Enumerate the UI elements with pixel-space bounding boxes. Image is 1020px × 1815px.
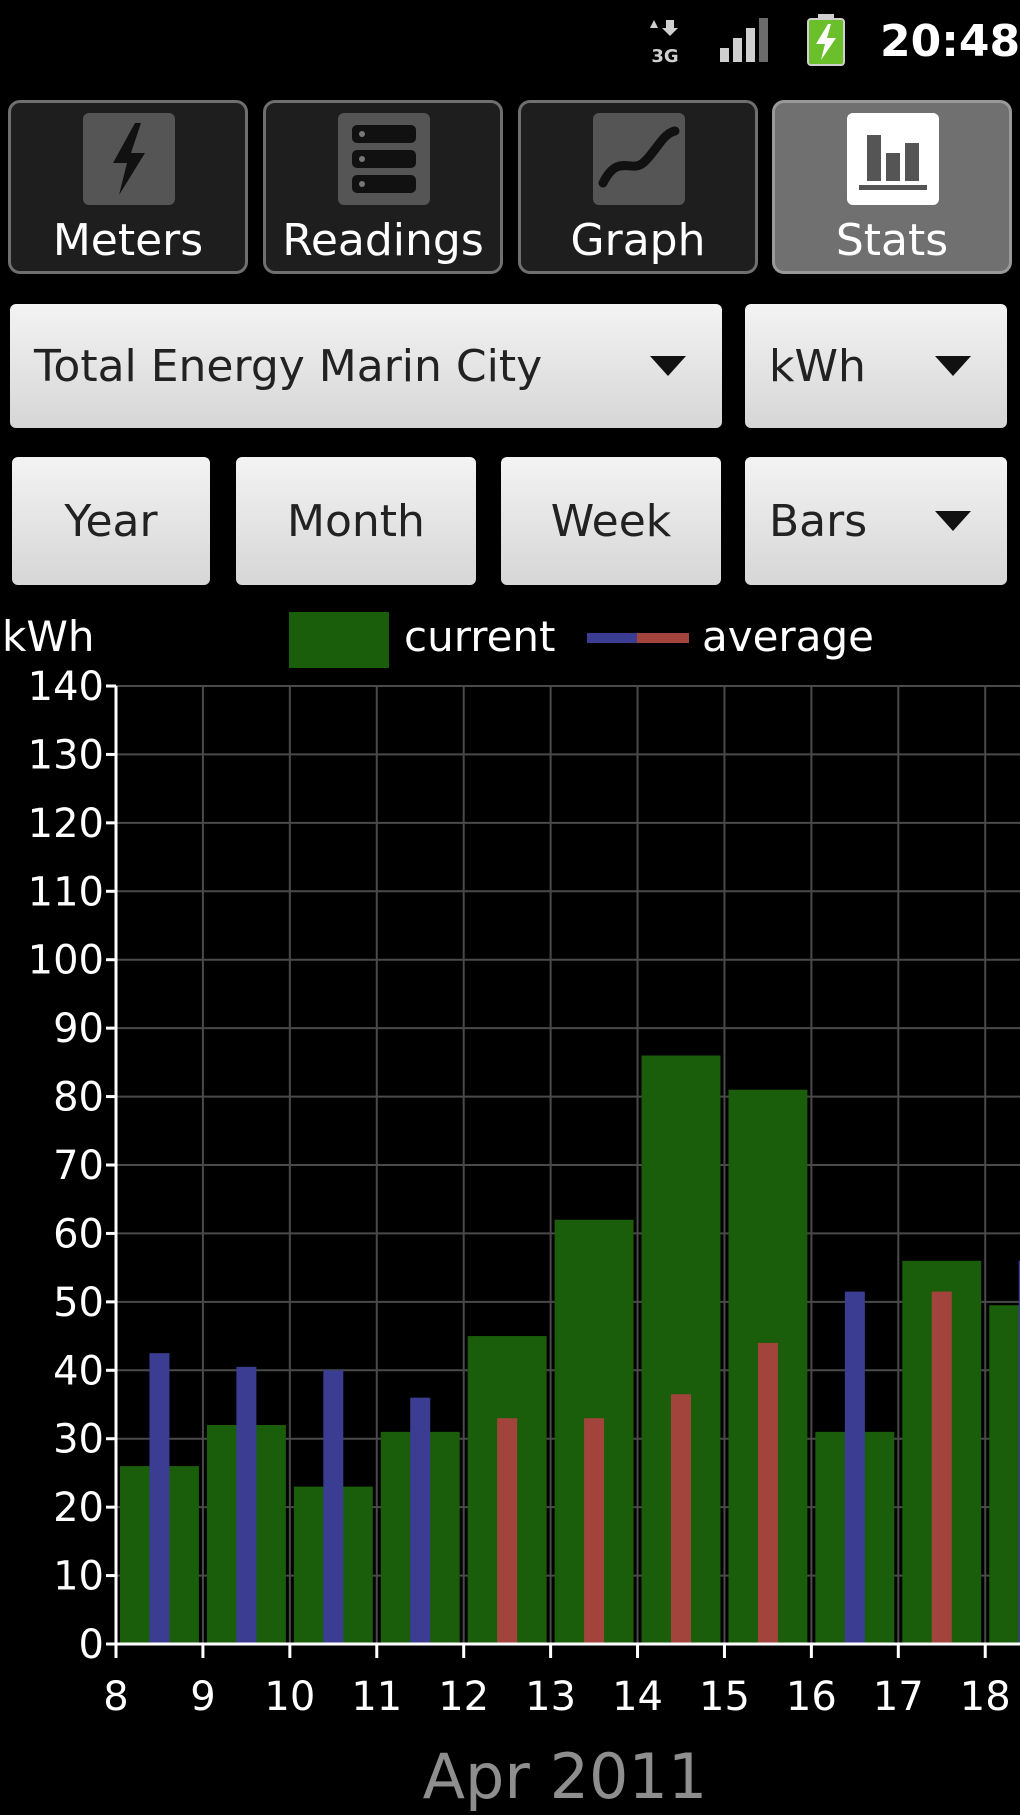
bar-average (844, 1291, 865, 1644)
x-tick-label: 11 (351, 1674, 402, 1720)
meter-select-value: Total Energy Marin City (34, 340, 543, 392)
graph-line-icon (593, 113, 685, 205)
bar-average (323, 1370, 344, 1644)
y-tick-label: 140 (28, 664, 104, 710)
bar-average (1018, 1260, 1020, 1644)
x-axis-month-label: Apr 2011 (422, 1740, 708, 1813)
lightning-icon (83, 113, 175, 205)
tab-stats[interactable]: Stats (772, 100, 1012, 274)
y-tick-label: 130 (28, 732, 104, 778)
chevron-down-icon (650, 356, 686, 376)
y-tick-label: 30 (53, 1417, 104, 1463)
legend-swatch-average-red (637, 633, 689, 643)
y-tick-label: 50 (53, 1280, 104, 1326)
3g-data-icon: 3G (650, 20, 679, 64)
y-tick-label: 120 (28, 801, 104, 847)
month-button-label: Month (287, 495, 425, 547)
week-button-label: Week (550, 495, 672, 547)
status-time: 20:48 (880, 16, 1020, 67)
status-bar: 3G 20:48 (0, 0, 1020, 86)
y-tick-label: 40 (53, 1348, 104, 1394)
y-tick-label: 80 (53, 1075, 104, 1121)
x-tick-label: 8 (103, 1674, 128, 1720)
bar-average (149, 1353, 170, 1644)
bar-average (236, 1366, 257, 1644)
unit-select[interactable]: kWh (745, 304, 1007, 428)
x-tick-label: 17 (873, 1674, 924, 1720)
y-tick-label: 10 (53, 1554, 104, 1600)
x-tick-label: 10 (264, 1674, 315, 1720)
bar-average (757, 1342, 778, 1644)
x-tick-label: 14 (612, 1674, 663, 1720)
tab-graph-label: Graph (570, 215, 706, 266)
bar-chart-icon (847, 113, 939, 205)
x-tick-label: 16 (786, 1674, 837, 1720)
legend-swatch-average-blue (587, 633, 637, 643)
bar-current (989, 1305, 1020, 1644)
chevron-down-icon (935, 511, 971, 531)
y-tick-label: 60 (53, 1211, 104, 1257)
meter-select[interactable]: Total Energy Marin City (10, 304, 722, 428)
x-tick-label: 9 (190, 1674, 215, 1720)
style-select-value: Bars (769, 495, 868, 547)
legend-current-label: current (404, 612, 556, 661)
tab-readings-label: Readings (282, 215, 484, 266)
tab-stats-label: Stats (835, 215, 949, 266)
list-icon (338, 113, 430, 205)
bar-average (497, 1418, 518, 1644)
tab-meters[interactable]: Meters (8, 100, 248, 274)
tab-bar: Meters Readings Graph Stats (8, 100, 1012, 276)
x-tick-label: 18 (960, 1674, 1011, 1720)
week-button[interactable]: Week (501, 457, 721, 585)
month-button[interactable]: Month (236, 457, 476, 585)
tab-meters-label: Meters (52, 215, 204, 266)
y-tick-label: 0 (79, 1622, 104, 1668)
y-tick-label: 100 (28, 938, 104, 984)
legend-swatch-current (289, 612, 389, 668)
y-tick-label: 110 (28, 869, 104, 915)
x-tick-label: 15 (699, 1674, 750, 1720)
tab-graph[interactable]: Graph (518, 100, 758, 274)
legend-average-label: average (702, 612, 874, 661)
bar-average (671, 1394, 691, 1644)
x-tick-label: 13 (525, 1674, 576, 1720)
year-button-label: Year (64, 495, 158, 547)
signal-strength-icon (720, 18, 768, 62)
bar-average (584, 1418, 605, 1644)
y-tick-label: 90 (53, 1006, 104, 1052)
y-tick-label: 70 (53, 1143, 104, 1189)
y-axis-unit-label: kWh (2, 612, 95, 661)
battery-charging-icon (807, 14, 845, 66)
unit-select-value: kWh (769, 340, 866, 392)
year-button[interactable]: Year (12, 457, 210, 585)
bar-average (410, 1397, 431, 1644)
chevron-down-icon (935, 356, 971, 376)
y-tick-label: 20 (53, 1485, 104, 1531)
svg-text:3G: 3G (651, 46, 678, 64)
style-select[interactable]: Bars (745, 457, 1007, 585)
bar-average (931, 1291, 952, 1644)
x-tick-label: 12 (438, 1674, 489, 1720)
tab-readings[interactable]: Readings (263, 100, 503, 274)
